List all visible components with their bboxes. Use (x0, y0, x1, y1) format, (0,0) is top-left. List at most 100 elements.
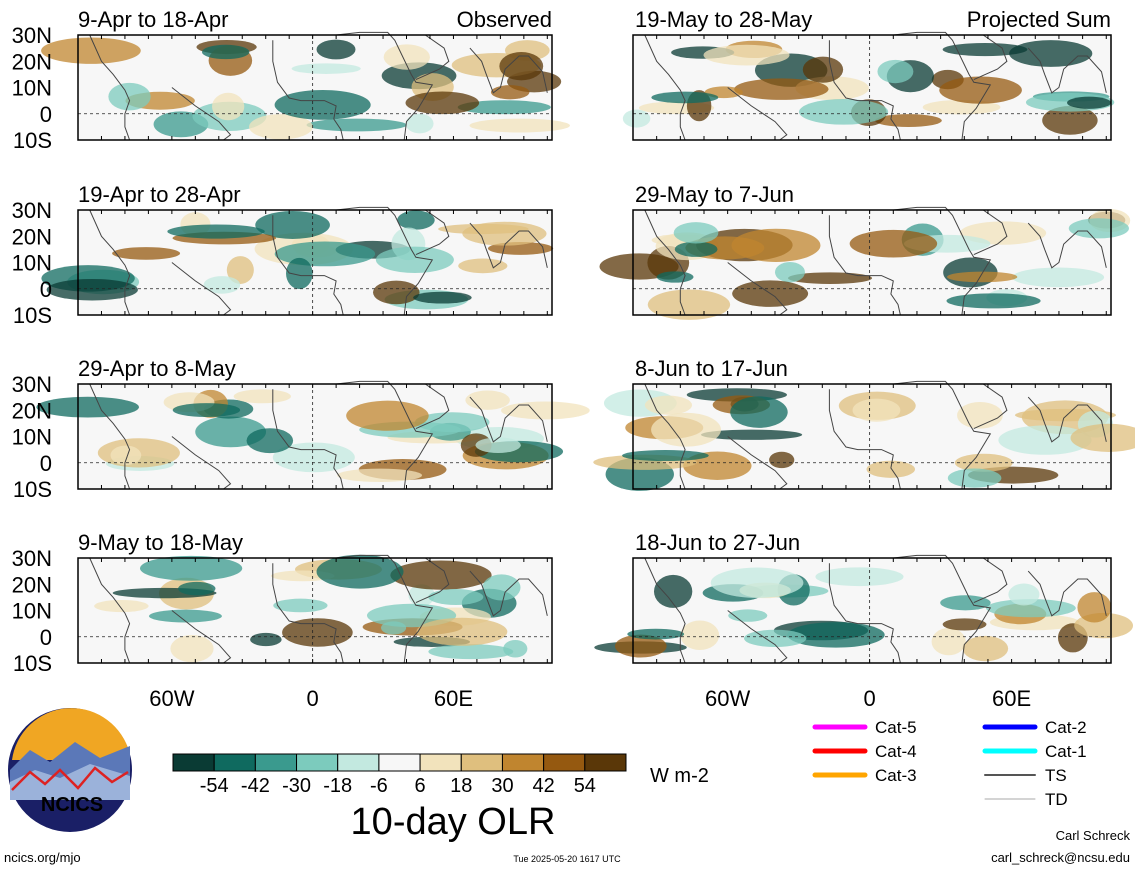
coastline (828, 215, 901, 316)
colorbar: -54 -42 -30 -18 -6 6 18 30 42 54 (172, 753, 627, 797)
lat-tick-label: 0 (40, 451, 52, 476)
olr-anomaly-shade (1068, 218, 1129, 239)
panel-period: 29-May to 7-Jun (635, 182, 794, 207)
olr-anomaly-shade (203, 276, 241, 294)
coastline (89, 34, 131, 141)
olr-anomaly-shade (462, 221, 547, 246)
coastline (644, 34, 686, 141)
olr-anomaly-shade (947, 468, 1002, 488)
olr-anomaly-shade (815, 567, 904, 587)
olr-anomaly-shade (414, 412, 490, 433)
olr-anomaly-shade (942, 43, 1028, 57)
colorbar-tick-label: -18 (323, 775, 352, 797)
storm-legend: Cat-5 Cat-4 Cat-3 Cat-2 Cat-1 TS TD (812, 718, 1087, 809)
legend-label: Cat-1 (1045, 742, 1087, 761)
olr-anomaly-shade (112, 247, 181, 260)
olr-anomaly-shade (255, 211, 330, 239)
coastline (828, 389, 901, 490)
olr-anomaly-shade (866, 460, 915, 478)
coastline (727, 610, 788, 664)
column-label: Observed (457, 7, 552, 32)
colorbar-segment (378, 753, 421, 772)
olr-anomaly-shade (499, 52, 544, 81)
lat-tick-label: 30N (12, 198, 52, 223)
coastline (893, 380, 992, 490)
olr-anomaly-shade (36, 396, 139, 418)
coastline (893, 206, 992, 316)
coastline (89, 557, 131, 664)
olr-anomaly-shade (457, 100, 551, 115)
olr-anomaly-shade (170, 634, 214, 663)
lat-tick-label: 30N (12, 23, 52, 48)
olr-anomaly-shade (998, 425, 1092, 455)
olr-anomaly-shade (408, 584, 435, 607)
coastline (893, 554, 992, 664)
olr-anomaly-shade (316, 554, 404, 589)
coastline (469, 396, 548, 443)
olr-anomaly-shade (233, 389, 291, 404)
coastline (272, 389, 344, 490)
olr-anomaly-shade (877, 59, 914, 84)
olr-anomaly-shade (651, 412, 722, 447)
legend-label: Cat-3 (875, 766, 917, 785)
olr-anomaly-shade (1077, 592, 1112, 623)
olr-anomaly-shade (1067, 96, 1112, 109)
map-frame (632, 34, 1112, 141)
coastline (727, 262, 788, 316)
colorbar-tick-label: 54 (574, 775, 596, 797)
map-panels: 9-Apr to 18-Apr Observed30N20N10N010S19-A… (12, 7, 1135, 676)
olr-anomaly-shade (673, 222, 719, 244)
olr-anomaly-shade (149, 609, 222, 623)
lat-tick-label: 20N (12, 49, 52, 74)
lat-tick-label: 10N (12, 599, 52, 624)
coastline (893, 31, 992, 141)
olr-anomaly-shade (656, 271, 694, 283)
olr-anomaly-shade (413, 291, 472, 304)
coastline (469, 47, 548, 94)
olr-anomaly-shade (680, 620, 720, 651)
panel-period: 8-Jun to 17-Jun (635, 356, 788, 381)
olr-anomaly-shade (397, 210, 435, 230)
longitude-labels: 60W 0 60E 60W 0 60E (149, 686, 1031, 711)
olr-anomaly-shade (373, 280, 420, 305)
coastline (272, 563, 344, 664)
lon-tick-label: 0 (864, 686, 876, 711)
olr-anomaly-shade (710, 567, 804, 598)
colorbar-segment (213, 753, 256, 772)
olr-anomaly-shade (852, 398, 901, 422)
colorbar-segment (584, 753, 627, 772)
coastline (469, 570, 548, 617)
olr-anomaly-shade (375, 246, 454, 273)
legend-label: TS (1045, 766, 1067, 785)
olr-anomaly-shade (1009, 40, 1093, 67)
colorbar-tick-label: 42 (533, 775, 555, 797)
olr-anomaly-shade (306, 118, 407, 132)
olr-anomaly-shade (178, 581, 216, 596)
olr-anomaly-shade (41, 37, 141, 64)
olr-anomaly-shade (962, 635, 1009, 662)
coastline (171, 87, 232, 141)
coastline (89, 209, 131, 316)
olr-anomaly-shade (674, 241, 718, 257)
olr-anomaly-shade (274, 241, 376, 267)
coastline (272, 215, 344, 316)
coastline (171, 610, 232, 664)
olr-anomaly-shade (282, 618, 353, 647)
colorbar-segment (337, 753, 380, 772)
lat-tick-label: 20N (12, 572, 52, 597)
olr-anomaly-shade (273, 598, 328, 613)
lon-tick-label: 60W (705, 686, 750, 711)
lat-tick-label: 30N (12, 546, 52, 571)
lon-tick-label: 0 (307, 686, 319, 711)
olr-anomaly-shade (482, 574, 521, 601)
olr-anomaly-shade (246, 428, 294, 454)
olr-anomaly-shade (46, 278, 138, 301)
olr-anomaly-shade (469, 118, 570, 133)
map-frame (77, 34, 553, 141)
olr-anomaly-shade (651, 91, 719, 104)
lat-tick-label: 20N (12, 398, 52, 423)
coastline (171, 436, 232, 490)
map-panel: 8-Jun to 17-Jun (593, 356, 1135, 491)
olr-anomaly-shade (703, 44, 790, 66)
